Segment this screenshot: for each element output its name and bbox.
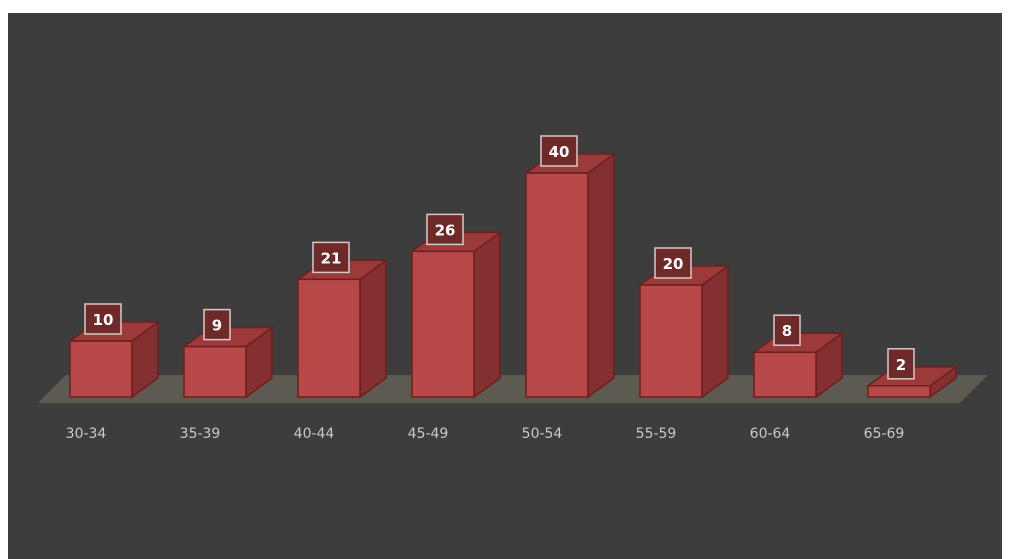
x-tick-label: 40-44 — [294, 426, 335, 442]
bar-front-face — [183, 345, 247, 398]
x-tick-label: 50-54 — [522, 426, 563, 442]
data-label-30-34: 10 — [84, 303, 122, 335]
bar-front-face — [69, 340, 133, 398]
bar-side-face — [473, 230, 501, 399]
data-label-box — [312, 241, 350, 274]
bar-front-face — [753, 351, 817, 398]
data-label-box — [773, 314, 801, 346]
data-label-text: 8 — [782, 322, 792, 340]
data-label-35-39: 9 — [203, 308, 231, 341]
x-axis-tick-labels: 30-34 35-39 40-44 45-49 50-54 55-59 60-64 65-69 — [66, 426, 905, 442]
data-label-65-69: 2 — [887, 348, 915, 380]
chart-floor — [38, 375, 988, 403]
data-label-text: 26 — [435, 221, 456, 239]
bar-45-49 — [409, 230, 503, 399]
x-tick-label: 65-69 — [864, 426, 905, 442]
x-tick-label: 30-34 — [66, 426, 107, 442]
data-label-box — [887, 348, 915, 380]
data-label-box — [203, 308, 231, 341]
x-tick-label: 45-49 — [408, 426, 449, 442]
x-tick-label: 60-64 — [750, 426, 791, 442]
bar-50-54 — [523, 152, 617, 399]
data-label-text: 10 — [93, 311, 114, 329]
x-tick-label: 35-39 — [180, 426, 221, 442]
bar-side-face — [587, 152, 615, 399]
data-label-box — [84, 303, 122, 335]
data-label-text: 9 — [212, 317, 222, 335]
bar-front-face — [639, 284, 703, 398]
data-label-box — [654, 247, 692, 279]
bar-side-face — [701, 264, 729, 399]
data-label-60-64: 8 — [773, 314, 801, 346]
bar-front-face — [525, 172, 589, 398]
data-label-text: 20 — [663, 255, 684, 273]
data-label-50-54: 40 — [540, 135, 578, 167]
data-label-box — [426, 213, 464, 246]
bar-55-59 — [637, 264, 731, 399]
bar-front-face — [411, 250, 475, 398]
data-label-box — [540, 135, 578, 167]
data-labels-layer: 10 9 21 26 40 20 8 2 — [84, 135, 915, 380]
chart-background — [8, 13, 1002, 559]
bar-front-face — [867, 385, 931, 398]
data-label-55-59: 20 — [654, 247, 692, 279]
bar-40-44 — [295, 258, 389, 399]
data-label-text: 21 — [321, 249, 342, 267]
data-label-45-49: 26 — [426, 213, 464, 246]
data-label-40-44: 21 — [312, 241, 350, 274]
bar-front-face — [297, 278, 361, 398]
data-label-text: 40 — [549, 143, 570, 161]
bar-side-face — [359, 258, 387, 399]
data-label-text: 2 — [896, 356, 906, 374]
x-tick-label: 55-59 — [636, 426, 677, 442]
